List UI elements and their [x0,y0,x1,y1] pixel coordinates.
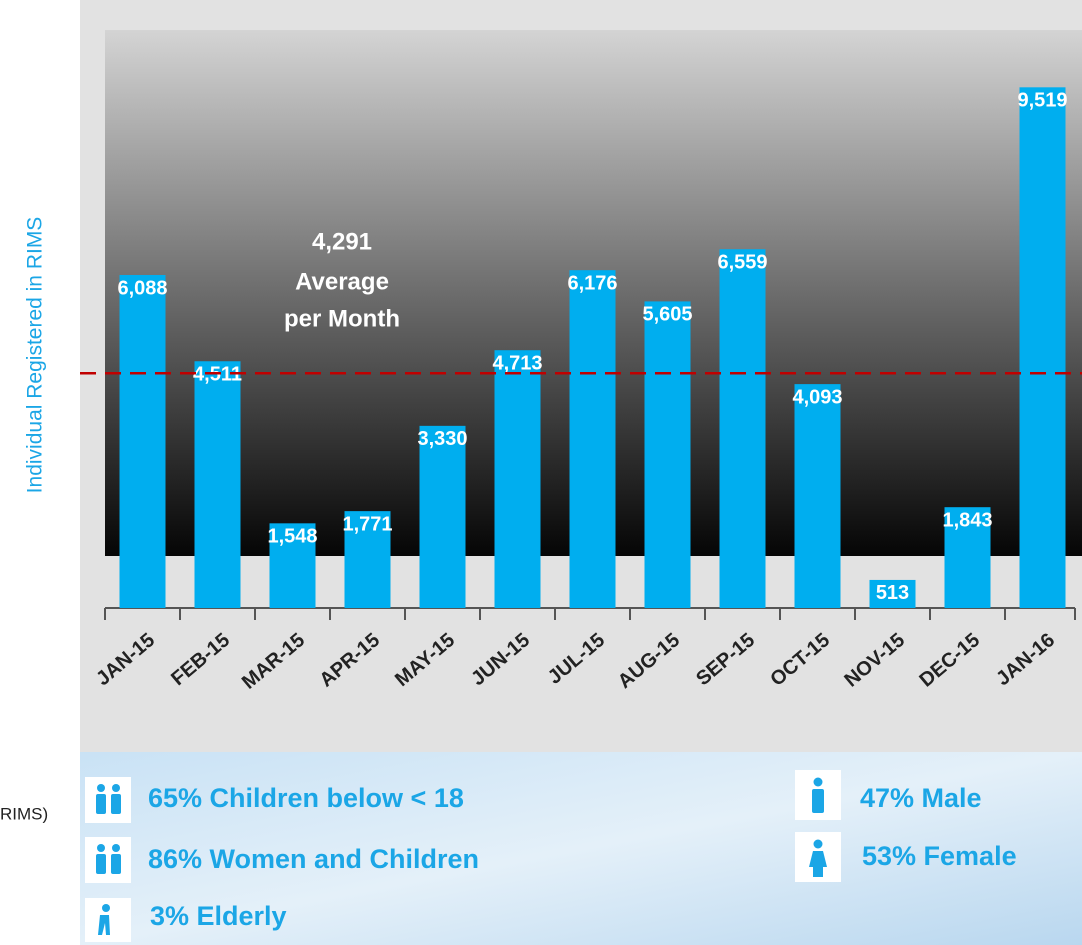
data-label: 6,088 [117,277,167,299]
data-label: 6,176 [567,272,617,294]
average-text: Average [295,268,389,295]
bar [869,579,916,608]
bar [569,270,616,608]
icon-family [96,784,121,814]
bar [719,249,766,608]
y-axis-label: Individual Registered in RIMS [24,217,47,494]
bar [419,425,466,608]
icon-female [809,839,827,877]
average-value: 4,291 [312,228,372,255]
icon-male [812,777,824,813]
average-text: per Month [284,305,400,332]
source-fragment: RIMS) [0,804,48,823]
bar [194,361,241,608]
data-label: 3,330 [417,428,467,450]
stat-text: 47% Male [860,783,982,813]
bar [119,274,166,608]
bar [494,350,541,608]
data-label: 4,713 [492,352,542,374]
stat-text: 65% Children below < 18 [148,783,464,813]
data-label: 6,559 [717,252,767,274]
data-label: 513 [876,582,909,604]
stat-text: 3% Elderly [150,901,287,931]
data-label: 5,605 [642,304,692,326]
data-label: 1,843 [942,509,992,531]
stat-text: 86% Women and Children [148,844,479,874]
bar [794,384,841,608]
bar [944,507,991,608]
bar [1019,87,1066,609]
bar [269,523,316,608]
data-label: 1,548 [267,526,317,548]
icon-box [85,777,131,823]
icons [85,770,841,942]
bar [644,301,691,608]
stats-panel [80,752,1082,945]
data-label: 9,519 [1017,90,1067,112]
stat-text: 53% Female [862,841,1017,871]
icon-family [96,844,121,874]
bar [344,511,391,608]
data-label: 1,771 [342,513,392,535]
icon-elderly [98,904,110,935]
icon-box [85,837,131,883]
data-label: 4,093 [792,386,842,408]
